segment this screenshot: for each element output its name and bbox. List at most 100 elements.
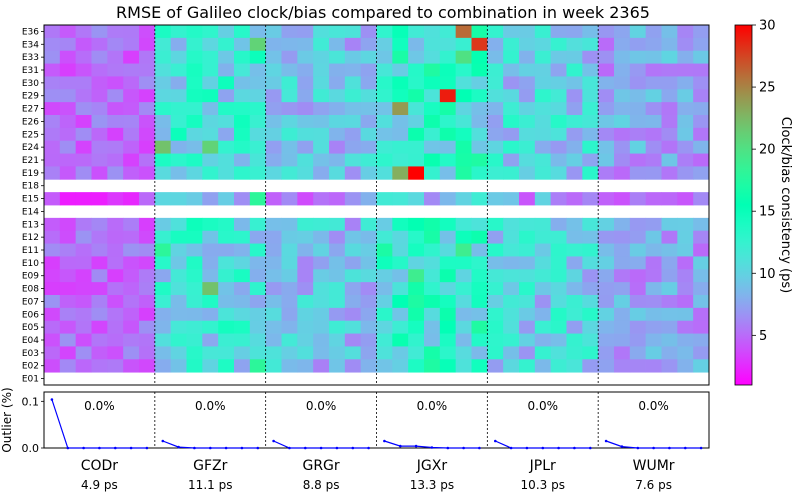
- heatmap-cell: [170, 269, 187, 283]
- heatmap-cell: [471, 37, 488, 52]
- heatmap-cell: [344, 230, 362, 244]
- heatmap-cell: [44, 89, 61, 103]
- heatmap-cell: [534, 230, 552, 244]
- heatmap-cell: [44, 243, 61, 257]
- heatmap-cell: [439, 76, 457, 90]
- heatmap-cell: [123, 140, 140, 154]
- heatmap-cell: [645, 320, 662, 334]
- heatmap-cell: [59, 320, 77, 334]
- heatmap-cell: [534, 50, 552, 64]
- analysis-center-rms: 13.3 ps: [410, 478, 454, 492]
- heatmap-cell: [297, 320, 314, 334]
- heatmap-cell: [582, 346, 599, 360]
- heatmap-cell: [566, 333, 583, 347]
- heatmap-cell: [471, 25, 488, 39]
- heatmap-cell: [281, 153, 298, 167]
- heatmap-cell: [566, 25, 583, 39]
- heatmap-cell: [693, 256, 710, 270]
- heatmap-cell: [313, 63, 330, 77]
- heatmap-cell: [598, 115, 615, 129]
- heatmap-cell: [170, 243, 187, 257]
- heatmap-cell: [629, 269, 647, 283]
- heatmap-cell: [249, 359, 267, 373]
- heatmap-cell: [123, 25, 140, 39]
- heatmap-cell: [693, 25, 710, 39]
- heatmap-cell: [424, 166, 441, 180]
- heatmap-cell: [218, 89, 235, 103]
- heatmap-cell: [693, 320, 710, 334]
- chart-title: RMSE of Galileo clock/bias compared to c…: [116, 3, 650, 22]
- heatmap-cell: [629, 166, 647, 180]
- heatmap-cell: [249, 89, 267, 103]
- heatmap-cell: [487, 192, 504, 206]
- heatmap-cell: [297, 115, 314, 129]
- heatmap-cell: [281, 76, 298, 90]
- heatmap-cell: [265, 166, 282, 180]
- heatmap-cell: [582, 115, 599, 129]
- heatmap-cell: [59, 346, 77, 360]
- heatmap-cell: [455, 37, 472, 52]
- heatmap-cell: [614, 359, 631, 373]
- outlier-point: [604, 439, 608, 443]
- heatmap-cell: [376, 230, 393, 244]
- heatmap-cell: [614, 127, 631, 142]
- heatmap-cell: [598, 243, 615, 257]
- y-tick-label: E15: [22, 195, 39, 205]
- heatmap-cell: [550, 359, 567, 373]
- heatmap-cell: [329, 50, 346, 64]
- heatmap-cell: [170, 89, 187, 103]
- heatmap-cell: [329, 140, 346, 154]
- heatmap-cell: [471, 89, 488, 103]
- heatmap-cell: [91, 307, 108, 322]
- heatmap-cell: [170, 25, 187, 39]
- heatmap-cell: [519, 217, 536, 232]
- outlier-point: [636, 446, 640, 450]
- heatmap-cell: [550, 166, 567, 180]
- heatmap-cell: [487, 76, 504, 90]
- heatmap-cell: [582, 256, 599, 270]
- heatmap-cell: [408, 320, 425, 334]
- heatmap-cell: [677, 192, 694, 206]
- heatmap-cell: [629, 217, 647, 232]
- heatmap-cell: [360, 282, 377, 296]
- heatmap-cell: [313, 89, 330, 103]
- heatmap-cell: [455, 243, 472, 257]
- heatmap-cell: [234, 25, 251, 39]
- heatmap-cell: [566, 307, 583, 322]
- heatmap-cell: [439, 127, 457, 142]
- heatmap-cell: [582, 282, 599, 296]
- heatmap-cell: [218, 50, 235, 64]
- heatmap-cell: [202, 295, 219, 309]
- heatmap-cell: [59, 256, 77, 270]
- heatmap-cell: [408, 243, 425, 257]
- heatmap-cell: [439, 63, 457, 77]
- heatmap-cell: [91, 76, 108, 90]
- heatmap-cell: [107, 127, 124, 142]
- heatmap-cell: [313, 50, 330, 64]
- outlier-point: [668, 446, 671, 450]
- heatmap-cell: [677, 295, 694, 309]
- heatmap-cell: [313, 230, 330, 244]
- heatmap-cell: [645, 76, 662, 90]
- heatmap-cell: [392, 127, 409, 142]
- heatmap-cell: [107, 230, 124, 244]
- heatmap-cell: [439, 307, 457, 322]
- heatmap-cell: [661, 307, 678, 322]
- heatmap-cell: [661, 269, 678, 283]
- colorbar-tick-label: 10: [759, 267, 776, 282]
- heatmap-cell: [534, 25, 552, 39]
- heatmap-cell: [360, 166, 377, 180]
- heatmap-cell: [202, 230, 219, 244]
- heatmap-cell: [614, 140, 631, 154]
- heatmap-cell: [234, 76, 251, 90]
- analysis-center-name: GFZr: [193, 458, 227, 474]
- heatmap-cell: [170, 37, 187, 52]
- colorbar-tick-label: 30: [759, 19, 776, 34]
- heatmap-cell: [455, 166, 472, 180]
- heatmap-cell: [598, 89, 615, 103]
- heatmap-cell: [344, 102, 362, 116]
- heatmap-cell: [534, 102, 552, 116]
- heatmap-cell: [629, 102, 647, 116]
- analysis-center-rms: 8.8 ps: [303, 478, 340, 492]
- y-tick-label: E27: [22, 105, 39, 115]
